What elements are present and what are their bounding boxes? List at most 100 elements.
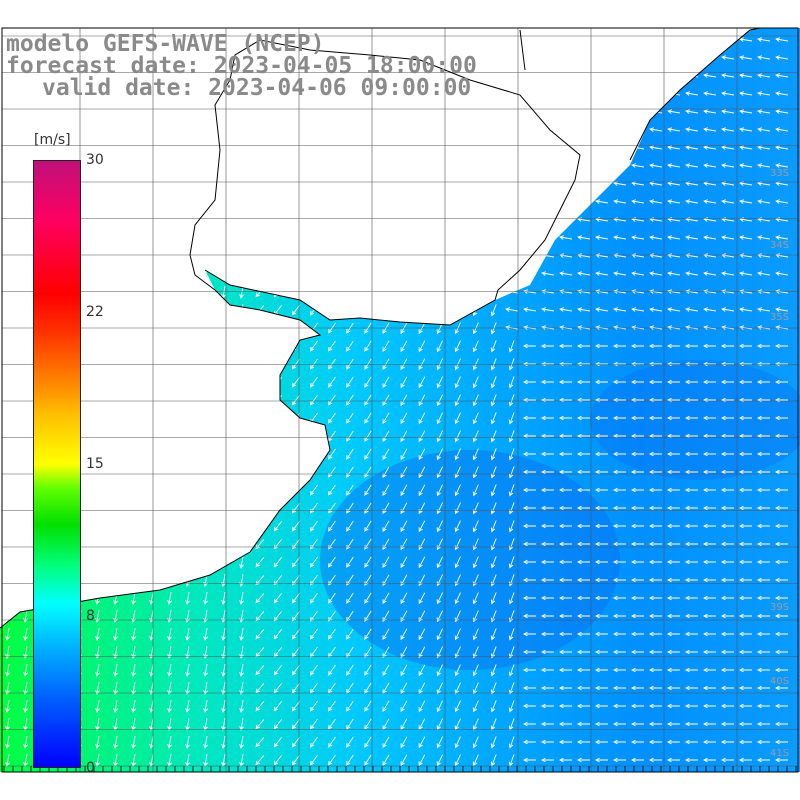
wind-arrow xyxy=(113,736,118,749)
wind-arrow xyxy=(95,628,100,641)
wind-arrow xyxy=(757,379,770,385)
wind-arrow xyxy=(667,631,680,637)
colorbar-tick-0: 0 xyxy=(86,760,95,776)
wind-arrow xyxy=(436,448,444,461)
wind-arrow xyxy=(667,469,680,475)
wind-arrow xyxy=(559,757,572,763)
wind-arrow xyxy=(703,73,716,78)
wind-arrow xyxy=(685,685,698,691)
wind-arrow xyxy=(418,358,426,371)
wind-arrow xyxy=(775,307,788,312)
wind-arrow xyxy=(685,559,698,565)
wind-arrow xyxy=(667,721,680,727)
wind-arrow xyxy=(721,559,734,565)
wind-arrow xyxy=(577,757,590,763)
wind-arrow xyxy=(559,631,572,637)
wind-arrow xyxy=(418,340,426,353)
wind-arrow xyxy=(508,520,515,533)
wind-arrow xyxy=(203,646,208,659)
wind-arrow xyxy=(559,649,572,655)
wind-arrow xyxy=(721,73,734,78)
wind-arrow xyxy=(649,757,662,763)
wind-arrow xyxy=(757,757,770,763)
wind-arrow xyxy=(757,37,770,42)
wind-arrow xyxy=(273,521,283,532)
wind-arrow xyxy=(559,559,572,565)
wind-arrow xyxy=(577,739,590,745)
wind-arrow xyxy=(454,628,461,641)
wind-arrow xyxy=(255,719,265,730)
wind-arrow xyxy=(418,394,426,407)
wind-arrow xyxy=(273,701,283,712)
wind-arrow xyxy=(167,718,172,731)
wind-arrow xyxy=(382,646,390,659)
wind-arrow xyxy=(364,754,372,766)
wind-arrow xyxy=(577,487,590,493)
wind-arrow xyxy=(472,448,479,461)
wind-arrow xyxy=(649,505,662,511)
wind-arrow xyxy=(418,520,426,533)
wind-arrow xyxy=(649,451,662,457)
wind-arrow xyxy=(436,394,444,407)
wind-arrow xyxy=(472,430,479,443)
wind-arrow xyxy=(382,556,390,569)
wind-arrow xyxy=(667,235,680,240)
wind-arrow xyxy=(436,700,444,713)
wind-arrow xyxy=(291,718,300,730)
wind-arrow xyxy=(739,451,752,457)
lat-label: 40S xyxy=(770,676,790,687)
lat-label: 41S xyxy=(770,748,790,759)
wind-arrow xyxy=(541,343,554,349)
wind-arrow xyxy=(309,700,318,712)
wind-arrow xyxy=(203,736,208,749)
wind-arrow xyxy=(613,199,626,204)
wind-arrow xyxy=(149,682,154,695)
wind-arrow xyxy=(757,55,770,60)
wind-arrow xyxy=(649,217,662,222)
wind-arrow xyxy=(400,646,408,659)
wind-arrow xyxy=(721,595,734,601)
wind-arrow xyxy=(364,466,372,478)
wind-arrow xyxy=(255,737,265,748)
wind-arrow xyxy=(775,757,788,763)
wind-arrow xyxy=(775,199,788,204)
wind-arrow xyxy=(113,646,118,659)
wind-arrow xyxy=(721,541,734,547)
wind-arrow xyxy=(523,739,536,745)
wind-arrow xyxy=(577,217,590,222)
wind-arrow xyxy=(703,541,716,547)
wind-arrow xyxy=(775,109,788,114)
wind-arrow xyxy=(757,73,770,78)
wind-arrow xyxy=(418,592,426,605)
wind-arrow xyxy=(436,664,444,677)
wind-arrow xyxy=(382,394,390,407)
model-title: modelo GEFS-WAVE (NCEP) xyxy=(6,31,325,57)
wind-arrow xyxy=(255,755,265,766)
wind-arrow xyxy=(273,755,283,766)
wind-arrow xyxy=(595,217,608,222)
wind-arrow xyxy=(400,358,408,371)
wind-arrow xyxy=(649,379,662,385)
wind-arrow xyxy=(703,217,716,222)
wind-arrow xyxy=(436,340,444,353)
wind-arrow xyxy=(721,343,734,349)
colorbar-unit: [m/s] xyxy=(34,132,71,148)
wind-arrow xyxy=(595,379,608,385)
wind-arrow xyxy=(490,664,497,677)
wind-arrow xyxy=(595,523,608,529)
wind-arrow xyxy=(703,379,716,385)
wind-arrow xyxy=(309,358,318,370)
wind-arrow xyxy=(613,523,626,529)
wind-arrow xyxy=(739,649,752,655)
wind-arrow xyxy=(346,340,354,352)
wind-arrow xyxy=(739,523,752,529)
wind-arrow xyxy=(490,592,497,605)
wind-arrow xyxy=(595,721,608,727)
wind-arrow xyxy=(577,235,590,240)
wind-arrow xyxy=(559,523,572,529)
wind-arrow xyxy=(631,721,644,727)
wind-arrow xyxy=(382,520,390,533)
wind-arrow xyxy=(291,610,300,622)
wind-arrow xyxy=(685,667,698,673)
wind-arrow xyxy=(631,217,644,222)
